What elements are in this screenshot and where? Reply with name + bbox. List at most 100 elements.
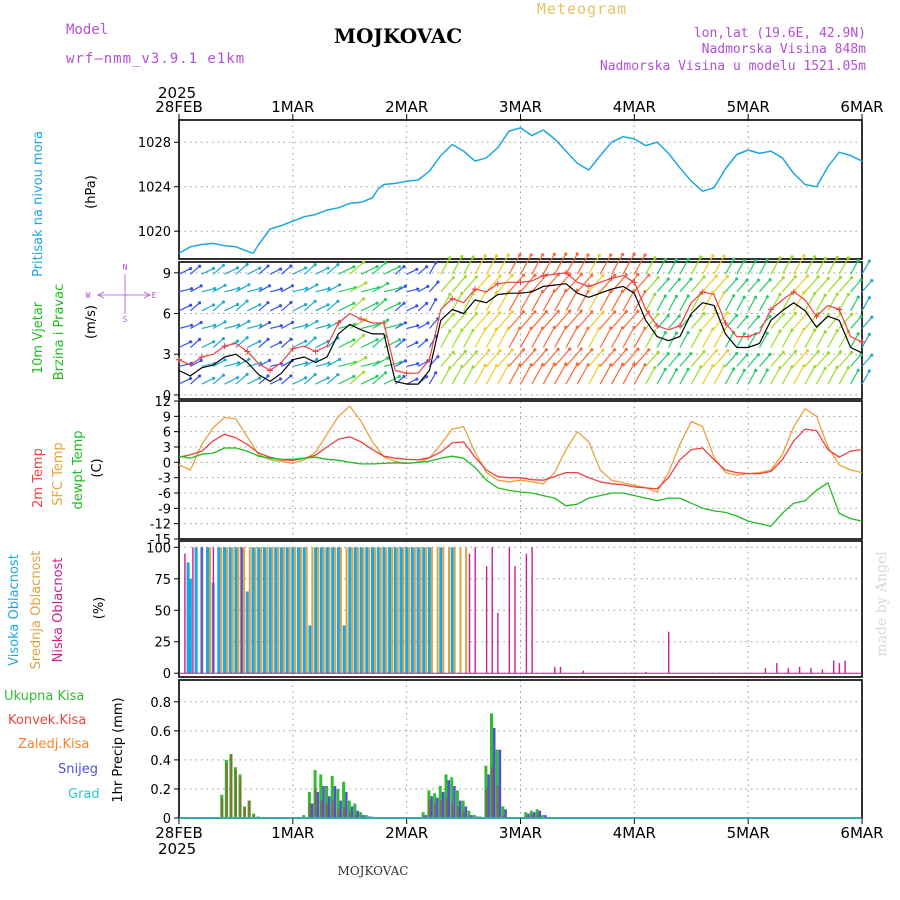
high-cloud-bar: [245, 591, 249, 674]
wind-arrow: [326, 374, 339, 385]
wind-arrow-head: [613, 273, 617, 277]
wind-arrow-head: [790, 365, 794, 369]
snow-bar: [328, 796, 331, 818]
wind-arrow-head: [237, 361, 241, 365]
wind-arrow-head: [521, 310, 526, 314]
wind-arrow: [850, 354, 862, 367]
wind-speed-line: [178, 283, 863, 385]
wind-arrow-head: [609, 253, 613, 257]
mid-cloud-bar: [351, 547, 354, 674]
model-label: Model: [66, 22, 108, 38]
wind-gust-marker: [563, 269, 570, 276]
wind-arrow-head: [533, 310, 537, 314]
snow-bar: [310, 803, 314, 818]
wind-arrow: [338, 266, 355, 275]
snow-bar: [453, 786, 456, 818]
snow-bar: [538, 810, 542, 818]
low-cloud-bar: [525, 553, 528, 674]
total-precip-bar: [256, 816, 260, 818]
wind-arrow: [440, 351, 454, 367]
wind-arrow: [269, 268, 281, 275]
high-cloud-bar: [186, 562, 190, 674]
wind-arrow: [451, 350, 466, 367]
wind-arrow: [383, 302, 400, 312]
x-tick-label-top: 2MAR: [385, 98, 428, 116]
wind-arrow-head: [436, 280, 440, 284]
wind-arrow-head: [590, 310, 594, 314]
wind-arrow-head: [212, 266, 216, 270]
wind-arrow-head: [735, 277, 739, 281]
wind-arrow: [281, 285, 293, 293]
wind-arrow: [178, 341, 191, 349]
wind-arrow: [713, 350, 728, 367]
wind-arrow-head: [624, 273, 628, 277]
wind-arrow-head: [529, 326, 533, 330]
wind-arrow-head: [494, 291, 499, 295]
wind-arrow-head: [426, 321, 430, 325]
wind-arrow-head: [850, 276, 854, 280]
pressure-label: Pritisak na nivou mora: [31, 131, 46, 277]
conv-precip-bar: [314, 788, 317, 818]
wind-arrow: [485, 292, 498, 312]
wind-arrow: [565, 253, 578, 275]
wind-arrow: [622, 310, 639, 329]
wind-arrow: [406, 363, 418, 367]
wind-arrow: [428, 299, 437, 312]
x-tick-label-top: 1MAR: [271, 98, 314, 116]
low-cloud-bar: [582, 670, 584, 674]
snow-bar: [464, 806, 468, 818]
wind-arrow-head: [714, 349, 718, 353]
wind-gust-marker: [289, 345, 296, 352]
wind-arrow-head: [198, 301, 202, 305]
wind-arrow: [520, 311, 536, 329]
wind-arrow-head: [781, 350, 785, 354]
wind-arrow: [815, 258, 826, 275]
wind-arrow-head: [745, 278, 749, 282]
wind-arrow-head: [735, 313, 739, 318]
wind-arrow: [793, 292, 805, 312]
wind-arrow-head: [199, 284, 203, 288]
wind-arrow: [770, 257, 781, 275]
x-tick-label-bottom: 2MAR: [385, 824, 428, 842]
wind-arrow: [850, 316, 862, 329]
wind-arrow-head: [856, 259, 860, 263]
wind-arrow: [827, 366, 838, 385]
wind-arrow-head: [805, 349, 810, 353]
wind-arrow: [747, 370, 757, 385]
total-precip-bar: [302, 815, 306, 818]
snow-bar: [458, 800, 462, 818]
temperature-ytick-label: -15: [150, 533, 171, 548]
wind-arrow: [656, 278, 669, 293]
high-cloud-bar: [228, 547, 232, 674]
x-tick-label-bottom: 4MAR: [613, 824, 656, 842]
wind-arrow-head: [336, 299, 340, 303]
wind-arrow: [497, 291, 509, 312]
wind-arrow-head: [266, 301, 270, 305]
wind-arrow: [360, 339, 378, 349]
mid-cloud-bar: [254, 547, 257, 674]
wind-arrow-head: [198, 374, 202, 378]
wind-arrow-head: [636, 273, 640, 277]
mid-cloud-bar: [282, 547, 285, 674]
wind-arrow: [247, 377, 260, 385]
wind-arrow: [656, 259, 666, 275]
wind-arrow-head: [802, 327, 806, 331]
wind-arrow-head: [403, 321, 407, 325]
wind-arrow-head: [541, 289, 545, 294]
wind-gust-marker: [608, 275, 615, 282]
wind-arrow: [281, 265, 292, 275]
wind-arrow-head: [189, 287, 194, 291]
wind-arrow: [531, 311, 547, 329]
wind-arrow-head: [742, 259, 746, 263]
wind-arrow-head: [223, 283, 227, 287]
snow-bar: [544, 815, 547, 818]
wind-arrow: [599, 349, 616, 367]
wind-arrow-head: [352, 338, 356, 342]
wind-arrow: [406, 268, 418, 275]
precip-ytick-label: 0.8: [150, 696, 171, 711]
wind-gust-marker: [767, 306, 774, 313]
x-tick-label-top: 5MAR: [727, 98, 770, 116]
wind-arrow-head: [326, 266, 330, 270]
wind-arrow: [736, 354, 748, 367]
wind-gust-marker: [358, 315, 365, 322]
